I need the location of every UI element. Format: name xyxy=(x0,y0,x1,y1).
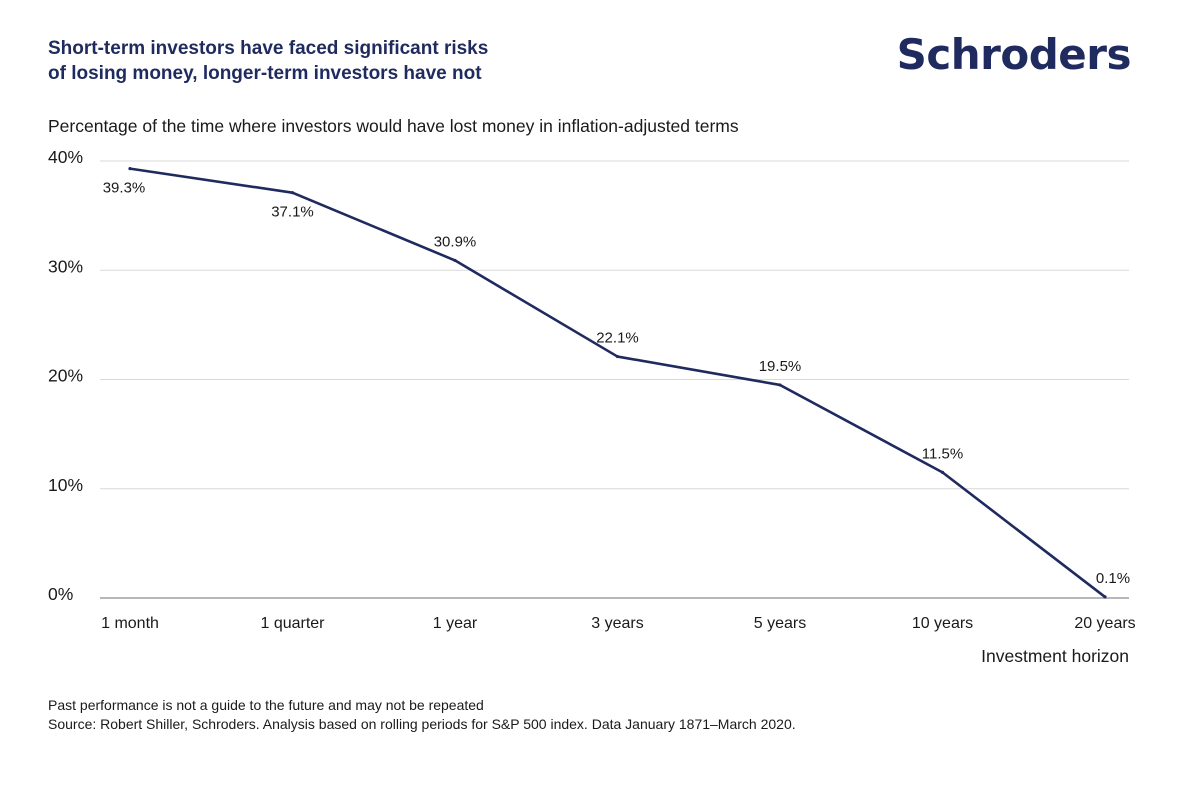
x-tick-label: 1 month xyxy=(101,615,159,632)
data-label: 30.9% xyxy=(434,233,477,250)
series-line-group xyxy=(128,167,1107,599)
x-tick-label: 10 years xyxy=(912,615,973,632)
y-tick-label: 30% xyxy=(48,256,83,276)
data-point xyxy=(128,167,132,171)
x-axis-label: Investment horizon xyxy=(981,646,1129,666)
x-tick-label: 3 years xyxy=(591,615,643,632)
gridlines xyxy=(100,160,1129,599)
data-label: 37.1% xyxy=(271,204,314,221)
data-label: 19.5% xyxy=(759,358,802,375)
y-axis-tick-labels: 0% 10% 20% 30% 40% xyxy=(48,147,83,604)
data-label: 0.1% xyxy=(1096,570,1130,587)
data-point xyxy=(453,258,457,263)
data-label: 22.1% xyxy=(596,330,639,347)
y-tick-label: 10% xyxy=(48,475,83,495)
data-label: 39.3% xyxy=(103,180,146,197)
data-point xyxy=(290,191,295,195)
source-note: Source: Robert Shiller, Schroders. Analy… xyxy=(48,716,796,732)
chart-title-line-2: of losing money, longer-term investors h… xyxy=(48,63,482,84)
disclaimer-note: Past performance is not a guide to the f… xyxy=(48,697,484,713)
data-label: 11.5% xyxy=(922,445,963,462)
data-labels: 39.3% 37.1% 30.9% 22.1% 19.5% 11.5% 0.1% xyxy=(103,180,1130,587)
x-tick-label: 5 years xyxy=(754,615,806,632)
line-chart: 0% 10% 20% 30% 40% 1 month 1 quarter 1 year 3 y… xyxy=(48,147,1136,666)
schroders-logo: Schroders xyxy=(896,30,1132,79)
y-tick-label: 40% xyxy=(48,147,83,167)
x-tick-label: 20 years xyxy=(1074,615,1135,632)
series-line xyxy=(129,167,1106,598)
y-tick-label: 0% xyxy=(48,584,73,604)
chart-title: Short-term investors have faced signific… xyxy=(48,36,668,86)
chart-footer: Past performance is not a guide to the f… xyxy=(48,696,796,734)
chart-title-line-1: Short-term investors have faced signific… xyxy=(48,38,489,59)
x-tick-label: 1 year xyxy=(433,615,478,632)
y-tick-label: 20% xyxy=(48,366,83,386)
data-point xyxy=(615,354,620,359)
data-point xyxy=(778,383,782,387)
x-axis-tick-labels: 1 month 1 quarter 1 year 3 years 5 years 10 y… xyxy=(101,615,1136,632)
chart-subtitle: Percentage of the time where investors w… xyxy=(48,116,739,136)
x-tick-label: 1 quarter xyxy=(260,615,325,632)
data-point xyxy=(1103,595,1107,599)
data-point xyxy=(940,470,945,474)
